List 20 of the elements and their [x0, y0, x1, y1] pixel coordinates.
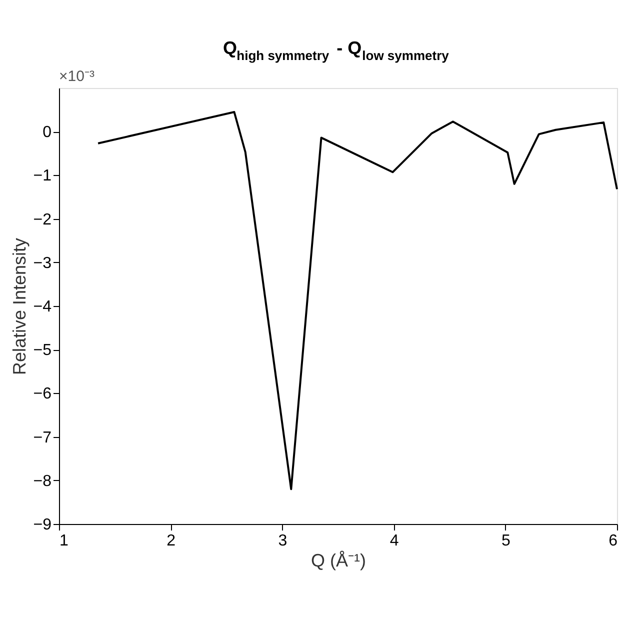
x-axis-title: Q (Å⁻¹) — [311, 550, 366, 570]
x-tick-label: 4 — [390, 532, 399, 550]
y-tick-label: −7 — [33, 429, 52, 446]
x-tick-label: 5 — [501, 532, 510, 550]
y-tick-label: −3 — [33, 254, 52, 272]
x-tick-label: 2 — [166, 532, 176, 550]
y-tick-label: −8 — [33, 472, 52, 490]
y-tick-label: −9 — [33, 516, 52, 534]
y-tick-label: −6 — [33, 386, 52, 403]
y-tick-label: −4 — [33, 298, 52, 316]
x-tick-label: 6 — [608, 532, 618, 550]
text: ×10⁻³ — [59, 68, 94, 85]
y-axis-title: Relative Intensity — [9, 238, 30, 376]
y-tick-label: 0 — [42, 124, 52, 142]
y-tick-label: −2 — [33, 211, 52, 228]
x-tick-label: 3 — [278, 532, 288, 550]
y-tick-label: −5 — [33, 342, 52, 360]
y-tick-label: −1 — [33, 168, 52, 185]
line-series — [97, 110, 618, 490]
x-tick-label: 1 — [60, 532, 68, 550]
